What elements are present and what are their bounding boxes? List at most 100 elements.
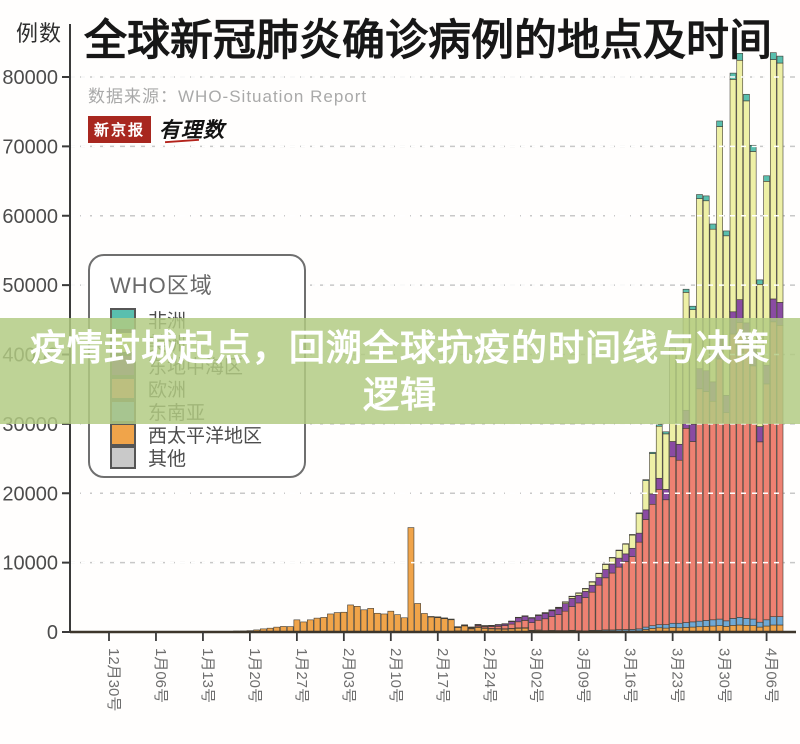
bar-segment <box>541 618 549 631</box>
bar-segment <box>400 617 408 633</box>
bar-segment <box>709 400 717 621</box>
bar-segment <box>380 613 388 633</box>
bar-segment <box>461 624 468 626</box>
bar-segment <box>427 616 435 618</box>
bar-segment <box>642 479 650 481</box>
bar-segment <box>756 441 764 623</box>
bar-segment <box>649 451 656 454</box>
bar-segment <box>676 622 683 629</box>
bar-segment <box>615 549 623 551</box>
bar-segment <box>729 72 737 80</box>
bar-segment <box>689 441 697 623</box>
bar-segment <box>756 279 764 285</box>
bar-segment <box>515 621 522 629</box>
bar-segment <box>575 602 583 631</box>
bar-segment <box>743 100 750 324</box>
bar-segment <box>716 618 723 626</box>
bar-segment <box>642 480 650 511</box>
x-tick-label: 3月23号 <box>669 648 686 703</box>
x-tick-label: 2月24号 <box>481 648 498 703</box>
bar-segment <box>649 453 656 495</box>
x-tick-label: 1月27号 <box>293 648 310 703</box>
bar-segment <box>427 616 435 632</box>
bar-segment <box>649 493 656 505</box>
bar-segment <box>676 459 683 624</box>
chart-title: 全球新冠肺炎确诊病例的地点及时间 <box>84 17 772 65</box>
bar-segment <box>689 305 697 310</box>
bar-segment <box>696 194 703 199</box>
bar-segment <box>588 581 596 583</box>
bar-segment <box>521 620 529 629</box>
bar-segment <box>555 608 562 615</box>
x-tick-label: 1月06号 <box>152 648 169 703</box>
bar-segment <box>441 617 448 619</box>
bar-segment <box>629 534 636 536</box>
x-tick-label: 3月09号 <box>575 648 592 703</box>
bar-segment <box>568 606 576 631</box>
bar-segment <box>447 618 455 620</box>
bar-segment <box>494 626 502 629</box>
y-tick-label: 50000 <box>2 275 58 297</box>
bar-segment <box>629 547 636 557</box>
bar-segment <box>515 616 522 619</box>
bar-segment <box>736 59 744 300</box>
x-tick-label: 3月30号 <box>716 648 733 703</box>
bar-segment <box>521 615 529 621</box>
bar-segment <box>306 619 314 633</box>
bar-segment <box>528 622 536 631</box>
bar-segment <box>655 425 663 479</box>
bar-segment <box>736 53 744 61</box>
bar-segment <box>635 628 643 632</box>
bar-segment <box>461 625 468 632</box>
bar-segment <box>635 541 643 630</box>
bar-segment <box>501 625 509 630</box>
bar-segment <box>421 613 428 632</box>
bar-segment <box>333 612 341 633</box>
bar-segment <box>662 433 670 490</box>
bar-segment <box>602 569 609 579</box>
bar-segment <box>414 603 421 632</box>
x-tick-label: 4月06号 <box>763 648 780 703</box>
bar-segment <box>468 626 475 628</box>
y-tick-label: 0 <box>47 622 58 644</box>
y-tick-label: 60000 <box>2 206 58 228</box>
bar-segment <box>320 617 328 633</box>
bar-segment <box>481 625 489 627</box>
bar-segment <box>635 513 643 534</box>
bar-segment <box>535 615 542 621</box>
bar-segment <box>300 621 307 633</box>
bar-segment <box>615 550 623 559</box>
bar-segment <box>655 624 663 629</box>
bar-segment <box>535 619 542 631</box>
bar-segment <box>555 606 562 609</box>
legend-item: 其他 <box>110 446 304 470</box>
bar-segment <box>622 543 629 555</box>
bar-segment <box>528 617 536 623</box>
bar-segment <box>528 617 536 619</box>
bar-segment <box>582 588 589 590</box>
bar-segment <box>548 616 556 631</box>
bar-segment <box>723 412 730 622</box>
bar-segment <box>608 557 616 559</box>
bar-segment <box>615 566 623 630</box>
bar-segment <box>441 617 448 632</box>
bar-segment <box>669 456 676 624</box>
legend-item-label: 其他 <box>148 449 187 470</box>
bar-segment <box>595 573 603 578</box>
bar-segment <box>367 608 374 633</box>
bar-segment <box>655 477 663 490</box>
article-title-overlay: 疫情封城起点，回溯全球抗疫的时间线与决策 逻辑 <box>0 318 800 424</box>
y-tick-label: 20000 <box>2 483 58 505</box>
bar-segment <box>709 223 717 230</box>
bar-segment <box>394 614 401 633</box>
x-tick-label: 12月30号 <box>105 648 122 711</box>
bar-segment <box>723 620 730 627</box>
bar-segment <box>729 79 737 313</box>
bar-segment <box>682 428 690 623</box>
bar-segment <box>387 610 395 633</box>
bar-segment <box>508 620 515 622</box>
bar-segment <box>763 175 770 182</box>
bar-segment <box>635 532 643 543</box>
bar-segment <box>622 561 629 630</box>
bar-segment <box>769 52 777 60</box>
